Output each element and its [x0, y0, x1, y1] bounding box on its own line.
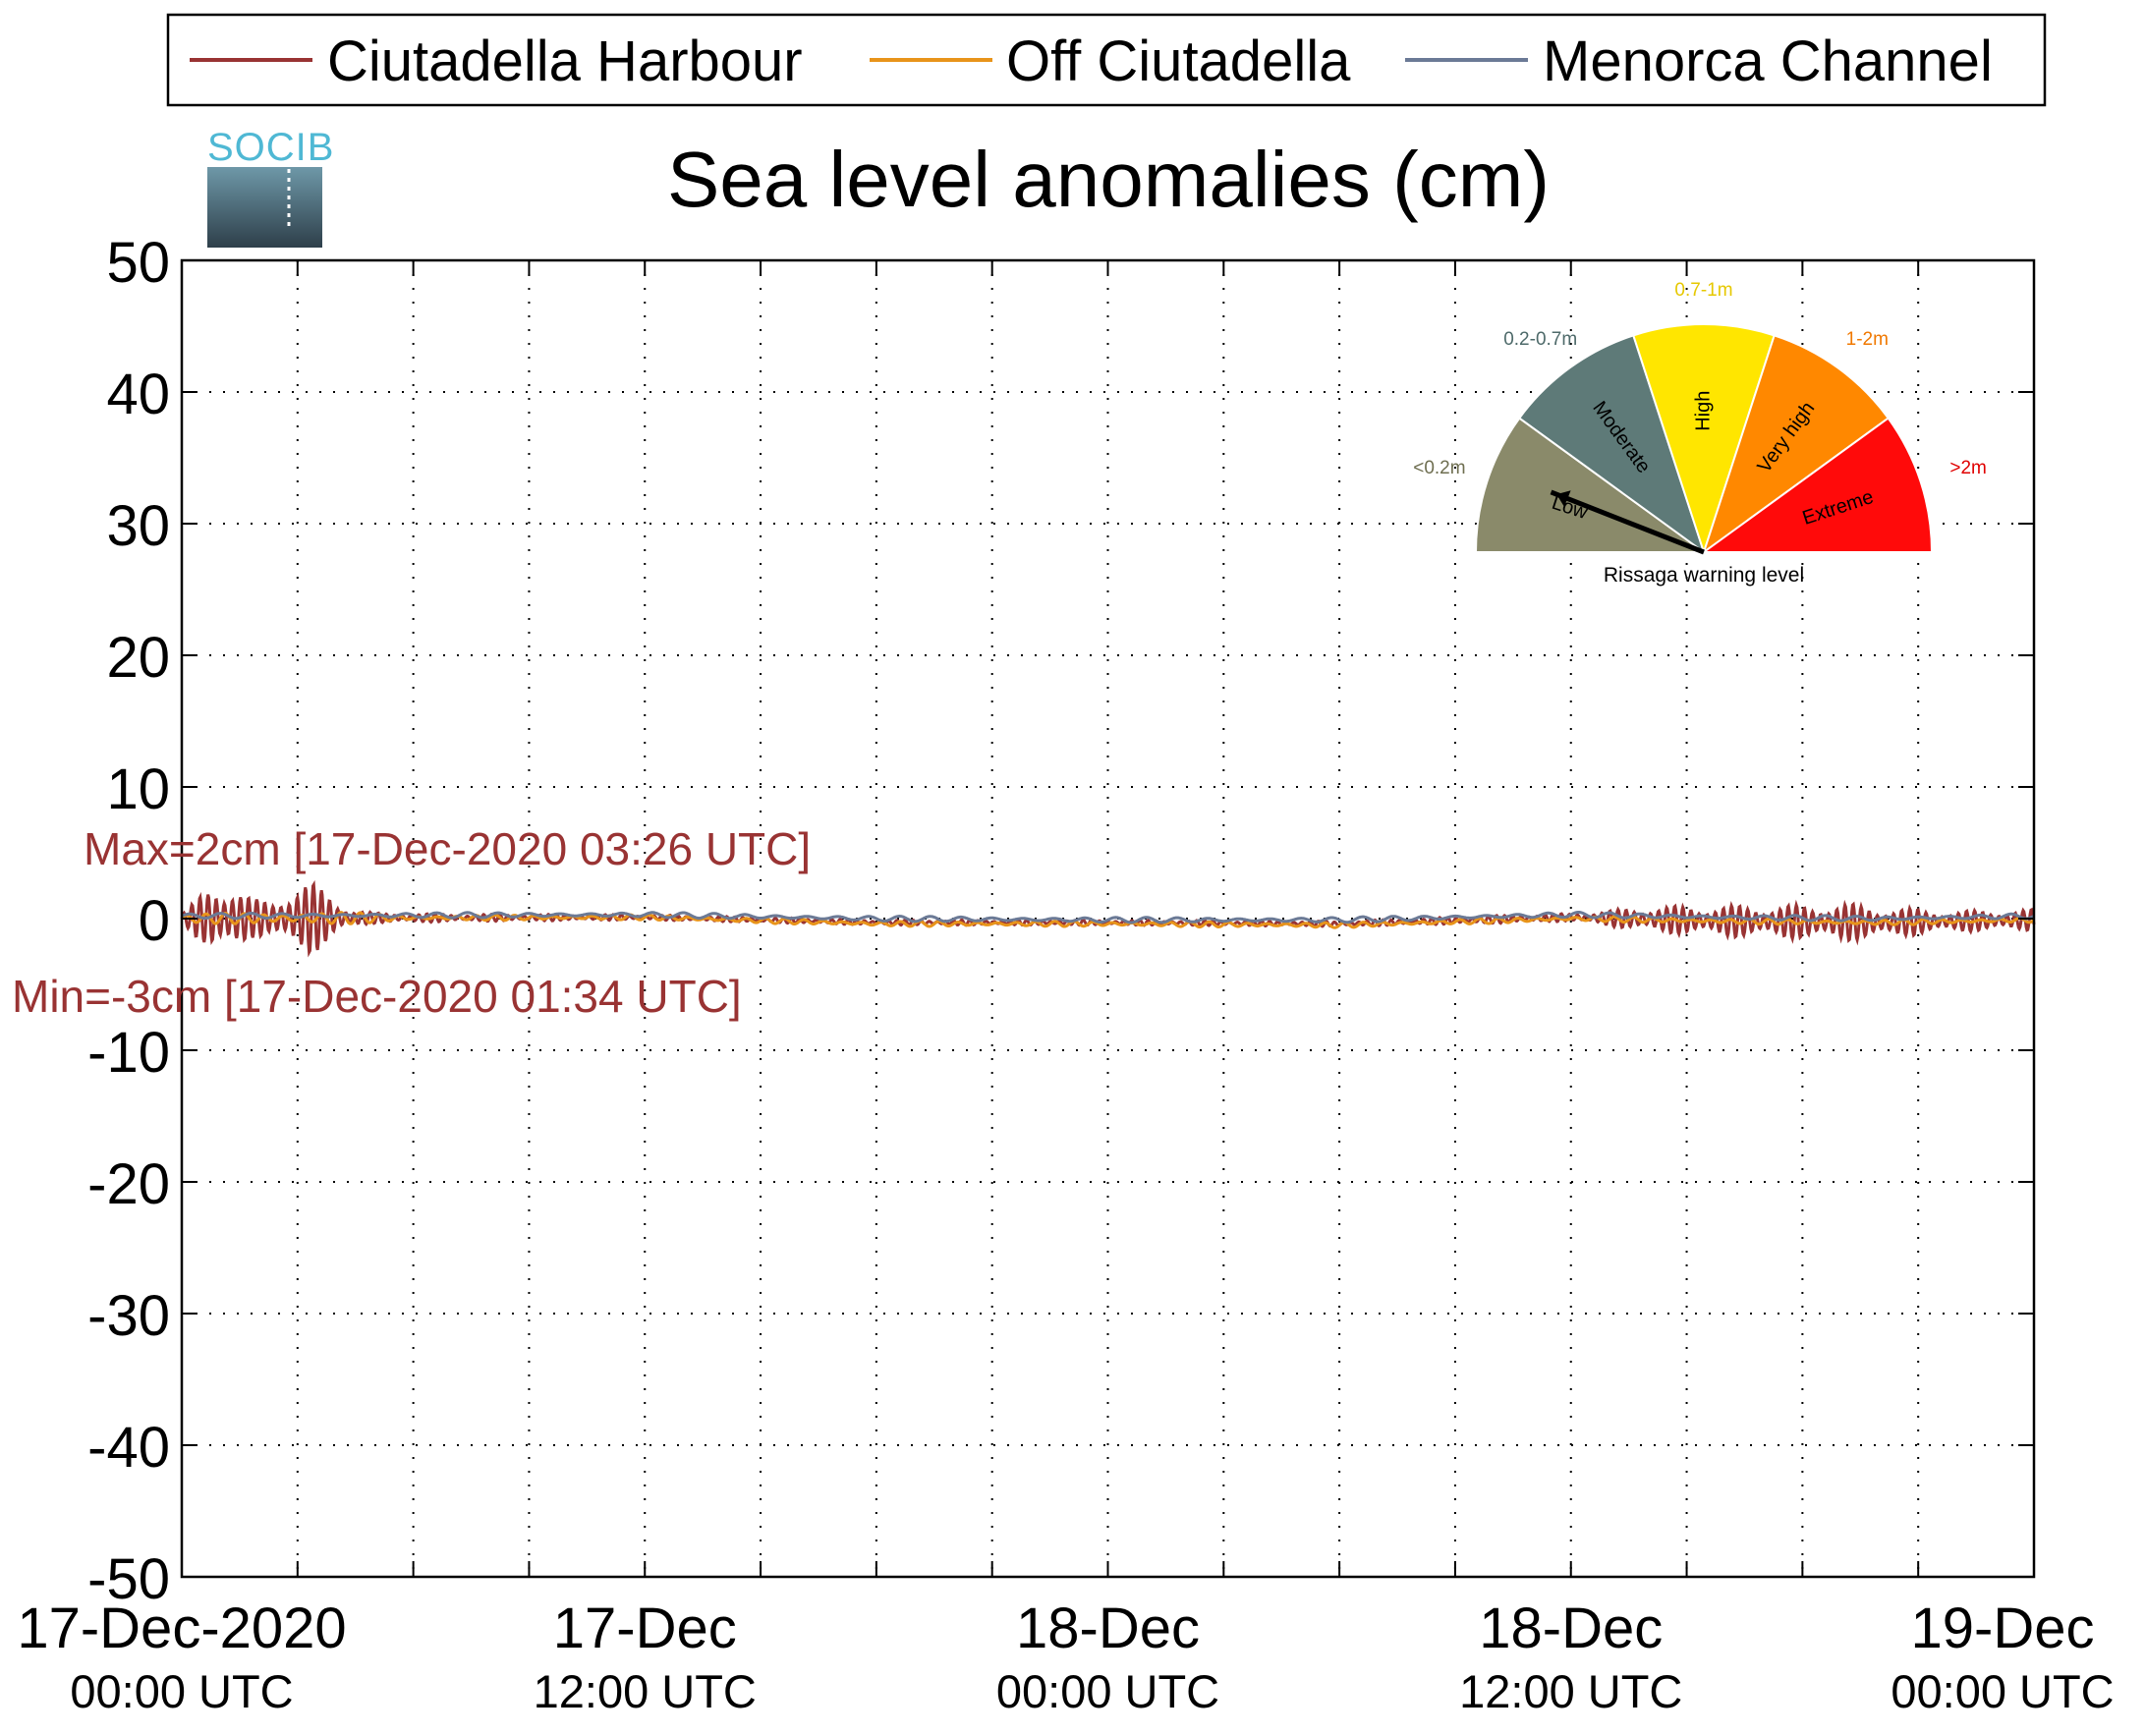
x-tick-label-time: 00:00 UTC — [996, 1665, 1219, 1717]
legend-label-menorca-channel: Menorca Channel — [1543, 29, 1993, 93]
gauge-sector-low — [1474, 417, 1708, 553]
logo-text: SOCIB — [207, 126, 334, 169]
y-tick-label: 40 — [106, 363, 170, 426]
legend-label-off-ciutadella: Off Ciutadella — [1006, 29, 1351, 93]
series-layer — [180, 879, 2036, 958]
y-tick-label: 10 — [106, 757, 170, 821]
gauge-needle-head — [1556, 490, 1571, 507]
gauge-sector-label-high: High — [1692, 391, 1714, 431]
min-annotation: Min=-3cm [17-Dec-2020 01:34 UTC] — [12, 971, 742, 1022]
y-tick-label: -50 — [87, 1547, 170, 1611]
plot-area — [180, 258, 2036, 1579]
x-tick-label-time: 12:00 UTC — [1459, 1665, 1682, 1717]
gauge-range-label-low: <0.2m — [1413, 458, 1465, 478]
y-tick-label: -20 — [87, 1152, 170, 1216]
x-tick-label-date: 18-Dec — [1479, 1596, 1663, 1660]
gauge-sector-high — [1632, 323, 1776, 556]
x-tick-label-date: 19-Dec — [1911, 1596, 2095, 1660]
max-annotation: Max=2cm [17-Dec-2020 03:26 UTC] — [84, 823, 811, 874]
y-tick-label: 0 — [139, 889, 170, 953]
x-tick-label-time: 12:00 UTC — [534, 1665, 757, 1717]
y-tick-label: -40 — [87, 1416, 170, 1480]
y-tick-label: 30 — [106, 494, 170, 558]
x-tick-label-time: 00:00 UTC — [1891, 1665, 2114, 1717]
gauge-range-label-extreme: >2m — [1949, 458, 1987, 478]
y-tick-label: -30 — [87, 1284, 170, 1348]
socib-logo: SOCIB — [207, 126, 334, 248]
gauge-needle — [1550, 489, 1705, 555]
series-line-menorca-channel — [181, 911, 2035, 924]
x-tick-label-date: 18-Dec — [1016, 1596, 1200, 1660]
gauge-range-label-high: 0.7-1m — [1674, 280, 1732, 301]
chart-title: Sea level anomalies (cm) — [667, 136, 1550, 223]
y-tick-label: 50 — [106, 231, 170, 295]
y-tick-label: 20 — [106, 626, 170, 690]
x-tick-label-date: 17-Dec-2020 — [17, 1596, 346, 1660]
legend-frame — [166, 13, 2047, 107]
legend-label-ciutadella-harbour: Ciutadella Harbour — [327, 29, 803, 93]
plot-frame — [180, 258, 2036, 1579]
gauge-sector-moderate — [1517, 334, 1706, 555]
legend: Ciutadella Harbour Off Ciutadella Menorc… — [166, 13, 2047, 107]
x-tick-label-date: 17-Dec — [553, 1596, 737, 1660]
gauge-caption: Rissaga warning level — [1604, 564, 1804, 587]
y-axis-tick-labels: 50 40 30 20 10 0 -10 -20 -30 -40 -50 — [87, 231, 170, 1611]
x-tick-label-time: 00:00 UTC — [70, 1665, 293, 1717]
series-line-off-ciutadella — [181, 911, 2035, 929]
gauge-sector-very-high — [1702, 334, 1891, 555]
logo-mark — [207, 167, 322, 248]
gauge-range-label-moderate: 0.2-0.7m — [1503, 329, 1577, 350]
gauge-sector-extreme — [1700, 417, 1934, 553]
gauge-range-label-very-high: 1-2m — [1846, 329, 1889, 350]
y-tick-label: -10 — [87, 1021, 170, 1085]
